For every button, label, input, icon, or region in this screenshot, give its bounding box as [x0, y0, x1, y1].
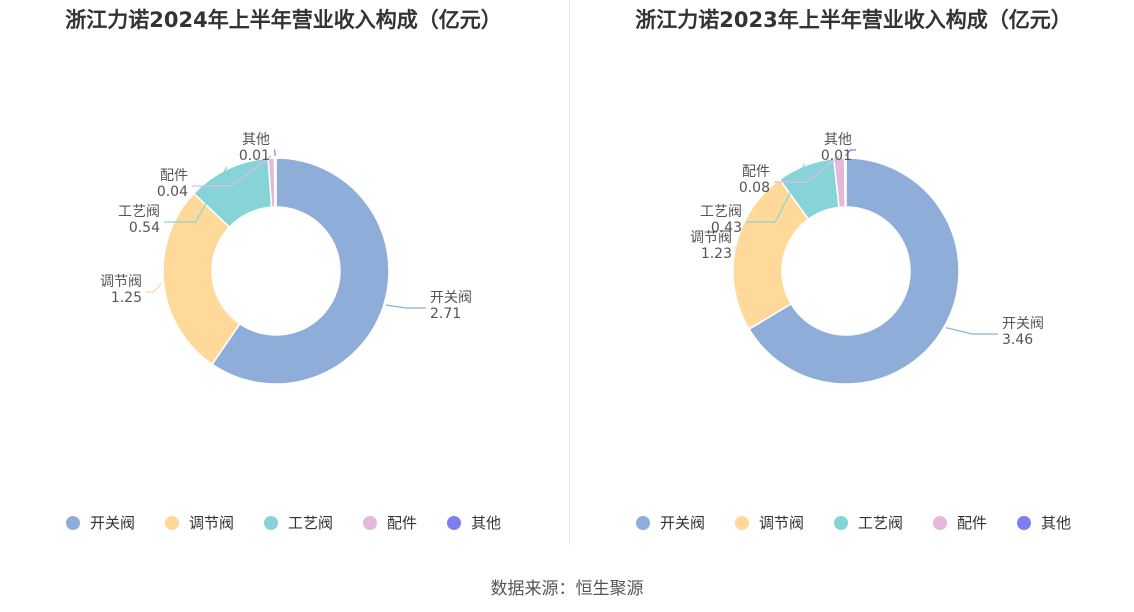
legend-item[interactable]: 工艺阀: [263, 512, 333, 533]
legend-marker-icon: [635, 515, 650, 530]
legend-label: 其他: [471, 514, 502, 532]
legend-item[interactable]: 其他: [1017, 512, 1071, 533]
slice-label-value: 0.43: [711, 220, 742, 236]
label-leader-line: [945, 327, 998, 335]
slice-label-value: 0.04: [157, 184, 188, 200]
legend-label: 开关阀: [659, 514, 705, 532]
panel-divider: [569, 0, 570, 545]
legend-label: 开关阀: [89, 514, 135, 532]
slice-label-name: 开关阀: [1002, 316, 1044, 332]
label-leader-line: [146, 282, 163, 293]
slice-label-value: 0.54: [129, 220, 160, 236]
slice-label-name: 调节阀: [690, 230, 732, 246]
label-leader-line: [274, 149, 276, 157]
legend-label: 工艺阀: [287, 514, 333, 532]
legend-marker-icon: [933, 515, 947, 530]
slice-label-name: 配件: [160, 168, 188, 184]
slice-label-name: 其他: [242, 132, 270, 148]
legend-marker-icon: [65, 515, 80, 530]
legend-label: 配件: [387, 514, 418, 532]
pie-slice[interactable]: [843, 157, 847, 208]
label-leader-line: [164, 166, 228, 223]
chart-title: 浙江力诺2023年上半年营业收入构成（亿元）: [635, 8, 1072, 32]
legend-marker-icon: [363, 515, 377, 530]
slice-label-name: 开关阀: [430, 290, 472, 306]
legend-marker-icon: [1017, 515, 1032, 530]
legend-item[interactable]: 其他: [447, 512, 501, 533]
legend-item[interactable]: 调节阀: [164, 512, 234, 533]
slice-label-value: 0.01: [821, 148, 852, 164]
pie-slice[interactable]: [162, 192, 241, 366]
legend-item[interactable]: 配件: [363, 512, 417, 533]
slice-label-name: 工艺阀: [700, 204, 742, 220]
chart-title: 浙江力诺2024年上半年营业收入构成（亿元）: [65, 8, 502, 32]
legend-label: 工艺阀: [857, 514, 903, 532]
slice-label-name: 工艺阀: [118, 204, 160, 220]
legend-marker-icon: [164, 515, 179, 530]
slice-label-name: 调节阀: [100, 274, 142, 290]
pie-slice[interactable]: [748, 157, 960, 385]
legend-label: 配件: [957, 514, 988, 532]
slice-label-value: 2.71: [430, 306, 461, 322]
label-leader-line: [746, 163, 806, 223]
label-leader-line: [844, 149, 856, 157]
legend: 开关阀 调节阀 工艺阀 配件 其他: [570, 512, 1134, 533]
legend-item[interactable]: 开关阀: [635, 512, 705, 533]
slice-label-value: 1.23: [701, 246, 732, 262]
slice-label-name: 配件: [742, 164, 770, 180]
legend-label: 其他: [1041, 514, 1072, 532]
pie-slice[interactable]: [273, 157, 277, 208]
legend-item[interactable]: 调节阀: [734, 512, 804, 533]
label-leader-line: [192, 155, 272, 187]
slice-label-value: 1.25: [111, 290, 142, 306]
label-leader-line: [774, 155, 840, 183]
legend: 开关阀 调节阀 工艺阀 配件 其他: [0, 512, 567, 533]
legend-item[interactable]: 开关阀: [65, 512, 135, 533]
label-leader-line: [385, 304, 426, 309]
legend-item[interactable]: 配件: [933, 512, 987, 533]
slice-label-value: 0.01: [239, 148, 270, 164]
legend-item[interactable]: 工艺阀: [833, 512, 903, 533]
pie-slice[interactable]: [211, 157, 390, 385]
legend-marker-icon: [263, 515, 278, 530]
legend-marker-icon: [447, 515, 462, 530]
legend-marker-icon: [833, 515, 848, 530]
chart-panel-2023: 浙江力诺2023年上半年营业收入构成（亿元） 开关阀 3.46 调节阀 1.23 工艺阀…: [570, 0, 1134, 545]
slice-label-value: 0.08: [739, 180, 770, 196]
slice-label-value: 3.46: [1002, 332, 1033, 348]
chart-panel-2024: 浙江力诺2024年上半年营业收入构成（亿元） 开关阀 2.71 调节阀 1.25 工艺阀…: [0, 0, 567, 545]
legend-label: 调节阀: [188, 514, 234, 532]
data-source-note: 数据来源：恒生聚源: [490, 579, 644, 599]
legend-marker-icon: [734, 515, 749, 530]
legend-label: 调节阀: [758, 514, 804, 532]
slice-label-name: 其他: [824, 132, 852, 148]
